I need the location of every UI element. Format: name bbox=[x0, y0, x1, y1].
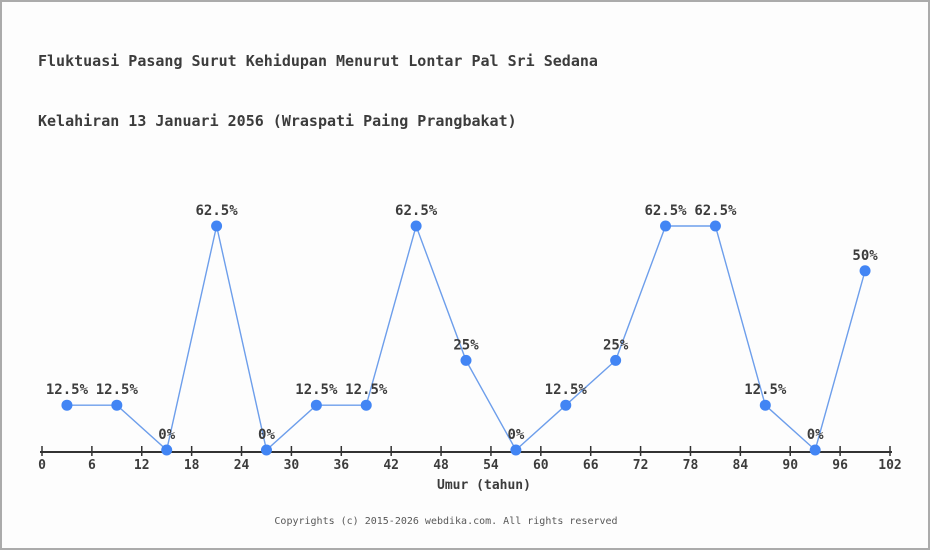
data-point bbox=[610, 354, 622, 366]
data-point-label: 12.5% bbox=[295, 382, 338, 398]
data-point-label: 25% bbox=[453, 337, 479, 353]
data-point-label: 12.5% bbox=[46, 382, 89, 398]
x-axis-tick-label: 102 bbox=[878, 458, 901, 473]
data-point-label: 25% bbox=[603, 337, 629, 353]
x-axis-tick-label: 36 bbox=[333, 458, 349, 473]
data-point bbox=[360, 399, 372, 411]
chart-title: Fluktuasi Pasang Surut Kehidupan Menurut… bbox=[38, 11, 598, 171]
data-point bbox=[560, 399, 572, 411]
x-axis-tick-label: 96 bbox=[832, 458, 848, 473]
data-point-label: 12.5% bbox=[744, 382, 787, 398]
data-point bbox=[510, 444, 522, 456]
data-point-label: 0% bbox=[507, 427, 524, 443]
x-axis-tick-label: 6 bbox=[88, 458, 96, 473]
x-axis-tick-label: 90 bbox=[782, 458, 798, 473]
data-point-label: 62.5% bbox=[395, 203, 438, 219]
x-axis-tick-label: 0 bbox=[38, 458, 46, 473]
x-axis-tick-label: 66 bbox=[583, 458, 599, 473]
x-axis-tick-label: 24 bbox=[234, 458, 250, 473]
x-axis-tick-label: 12 bbox=[134, 458, 150, 473]
data-point-label: 0% bbox=[258, 427, 275, 443]
data-point bbox=[211, 220, 223, 232]
data-point bbox=[809, 444, 821, 456]
data-point bbox=[161, 444, 173, 456]
data-point-label: 0% bbox=[158, 427, 175, 443]
data-point bbox=[111, 399, 123, 411]
chart-title-line1: Fluktuasi Pasang Surut Kehidupan Menurut… bbox=[38, 52, 598, 70]
data-point-label: 50% bbox=[852, 248, 878, 264]
x-axis-label: Umur (tahun) bbox=[437, 478, 531, 493]
data-point bbox=[759, 399, 771, 411]
x-axis-tick-label: 72 bbox=[633, 458, 649, 473]
x-axis-tick-label: 30 bbox=[284, 458, 300, 473]
data-point-label: 62.5% bbox=[196, 203, 239, 219]
data-point bbox=[709, 220, 721, 232]
data-point bbox=[460, 354, 472, 366]
data-point-label: 12.5% bbox=[96, 382, 139, 398]
x-axis-tick-label: 78 bbox=[683, 458, 699, 473]
data-point bbox=[859, 265, 871, 277]
data-point bbox=[260, 444, 272, 456]
data-point bbox=[310, 399, 322, 411]
data-point-label: 62.5% bbox=[644, 203, 687, 219]
chart-title-line2: Kelahiran 13 Januari 2056 (Wraspati Pain… bbox=[38, 112, 517, 130]
x-axis-tick-label: 18 bbox=[184, 458, 200, 473]
x-axis-tick-label: 42 bbox=[383, 458, 399, 473]
data-point bbox=[61, 399, 73, 411]
data-point bbox=[410, 220, 422, 232]
copyright-text: Copyrights (c) 2015-2026 webdika.com. Al… bbox=[274, 516, 618, 527]
data-point-label: 12.5% bbox=[545, 382, 588, 398]
x-axis-tick-label: 48 bbox=[433, 458, 449, 473]
data-point bbox=[660, 220, 672, 232]
data-point-label: 12.5% bbox=[345, 382, 388, 398]
x-axis-tick-label: 84 bbox=[733, 458, 749, 473]
data-point-label: 62.5% bbox=[694, 203, 737, 219]
x-axis-tick-label: 60 bbox=[533, 458, 549, 473]
x-axis-tick-label: 54 bbox=[483, 458, 499, 473]
data-point-label: 0% bbox=[807, 427, 824, 443]
